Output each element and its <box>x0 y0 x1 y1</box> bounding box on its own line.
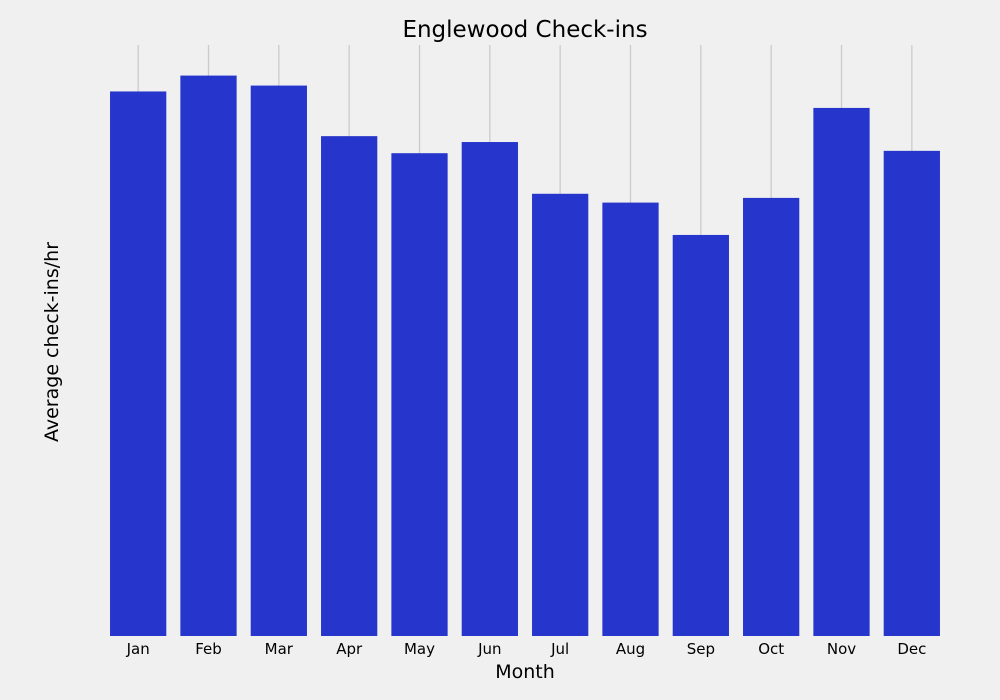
bar-mar <box>250 85 307 637</box>
x-tick-label-aug: Aug <box>616 640 645 658</box>
x-tick-label-jul: Jul <box>550 640 569 658</box>
x-tick-label-jun: Jun <box>477 640 501 658</box>
bar-feb <box>180 75 237 636</box>
bar-oct <box>743 197 800 637</box>
x-tick-label-may: May <box>404 640 435 658</box>
bar-sep <box>672 234 729 636</box>
x-tick-label-dec: Dec <box>897 640 926 658</box>
x-tick-label-jan: Jan <box>126 640 150 658</box>
x-axis-label: Month <box>495 661 555 683</box>
x-tick-label-feb: Feb <box>195 640 222 658</box>
bar-jan <box>110 91 167 636</box>
bar-dec <box>883 150 940 636</box>
x-tick-label-mar: Mar <box>265 640 294 658</box>
x-tick-label-sep: Sep <box>687 640 715 658</box>
bar-jun <box>461 142 518 636</box>
bar-may <box>391 153 448 636</box>
x-tick-label-apr: Apr <box>336 640 363 658</box>
bars <box>110 75 940 637</box>
bar-aug <box>602 202 659 636</box>
x-tick-label-nov: Nov <box>827 640 856 658</box>
bar-apr <box>321 136 378 637</box>
bar-nov <box>813 107 870 637</box>
x-tick-label-oct: Oct <box>758 640 784 658</box>
x-tick-labels: Jan Feb Mar Apr May Jun Jul Aug Sep Oct Nov Dec <box>126 640 927 658</box>
y-axis-label: Average check-ins/hr <box>41 242 63 442</box>
chart-title: Englewood Check-ins <box>402 17 647 43</box>
bar-jul <box>532 193 589 636</box>
